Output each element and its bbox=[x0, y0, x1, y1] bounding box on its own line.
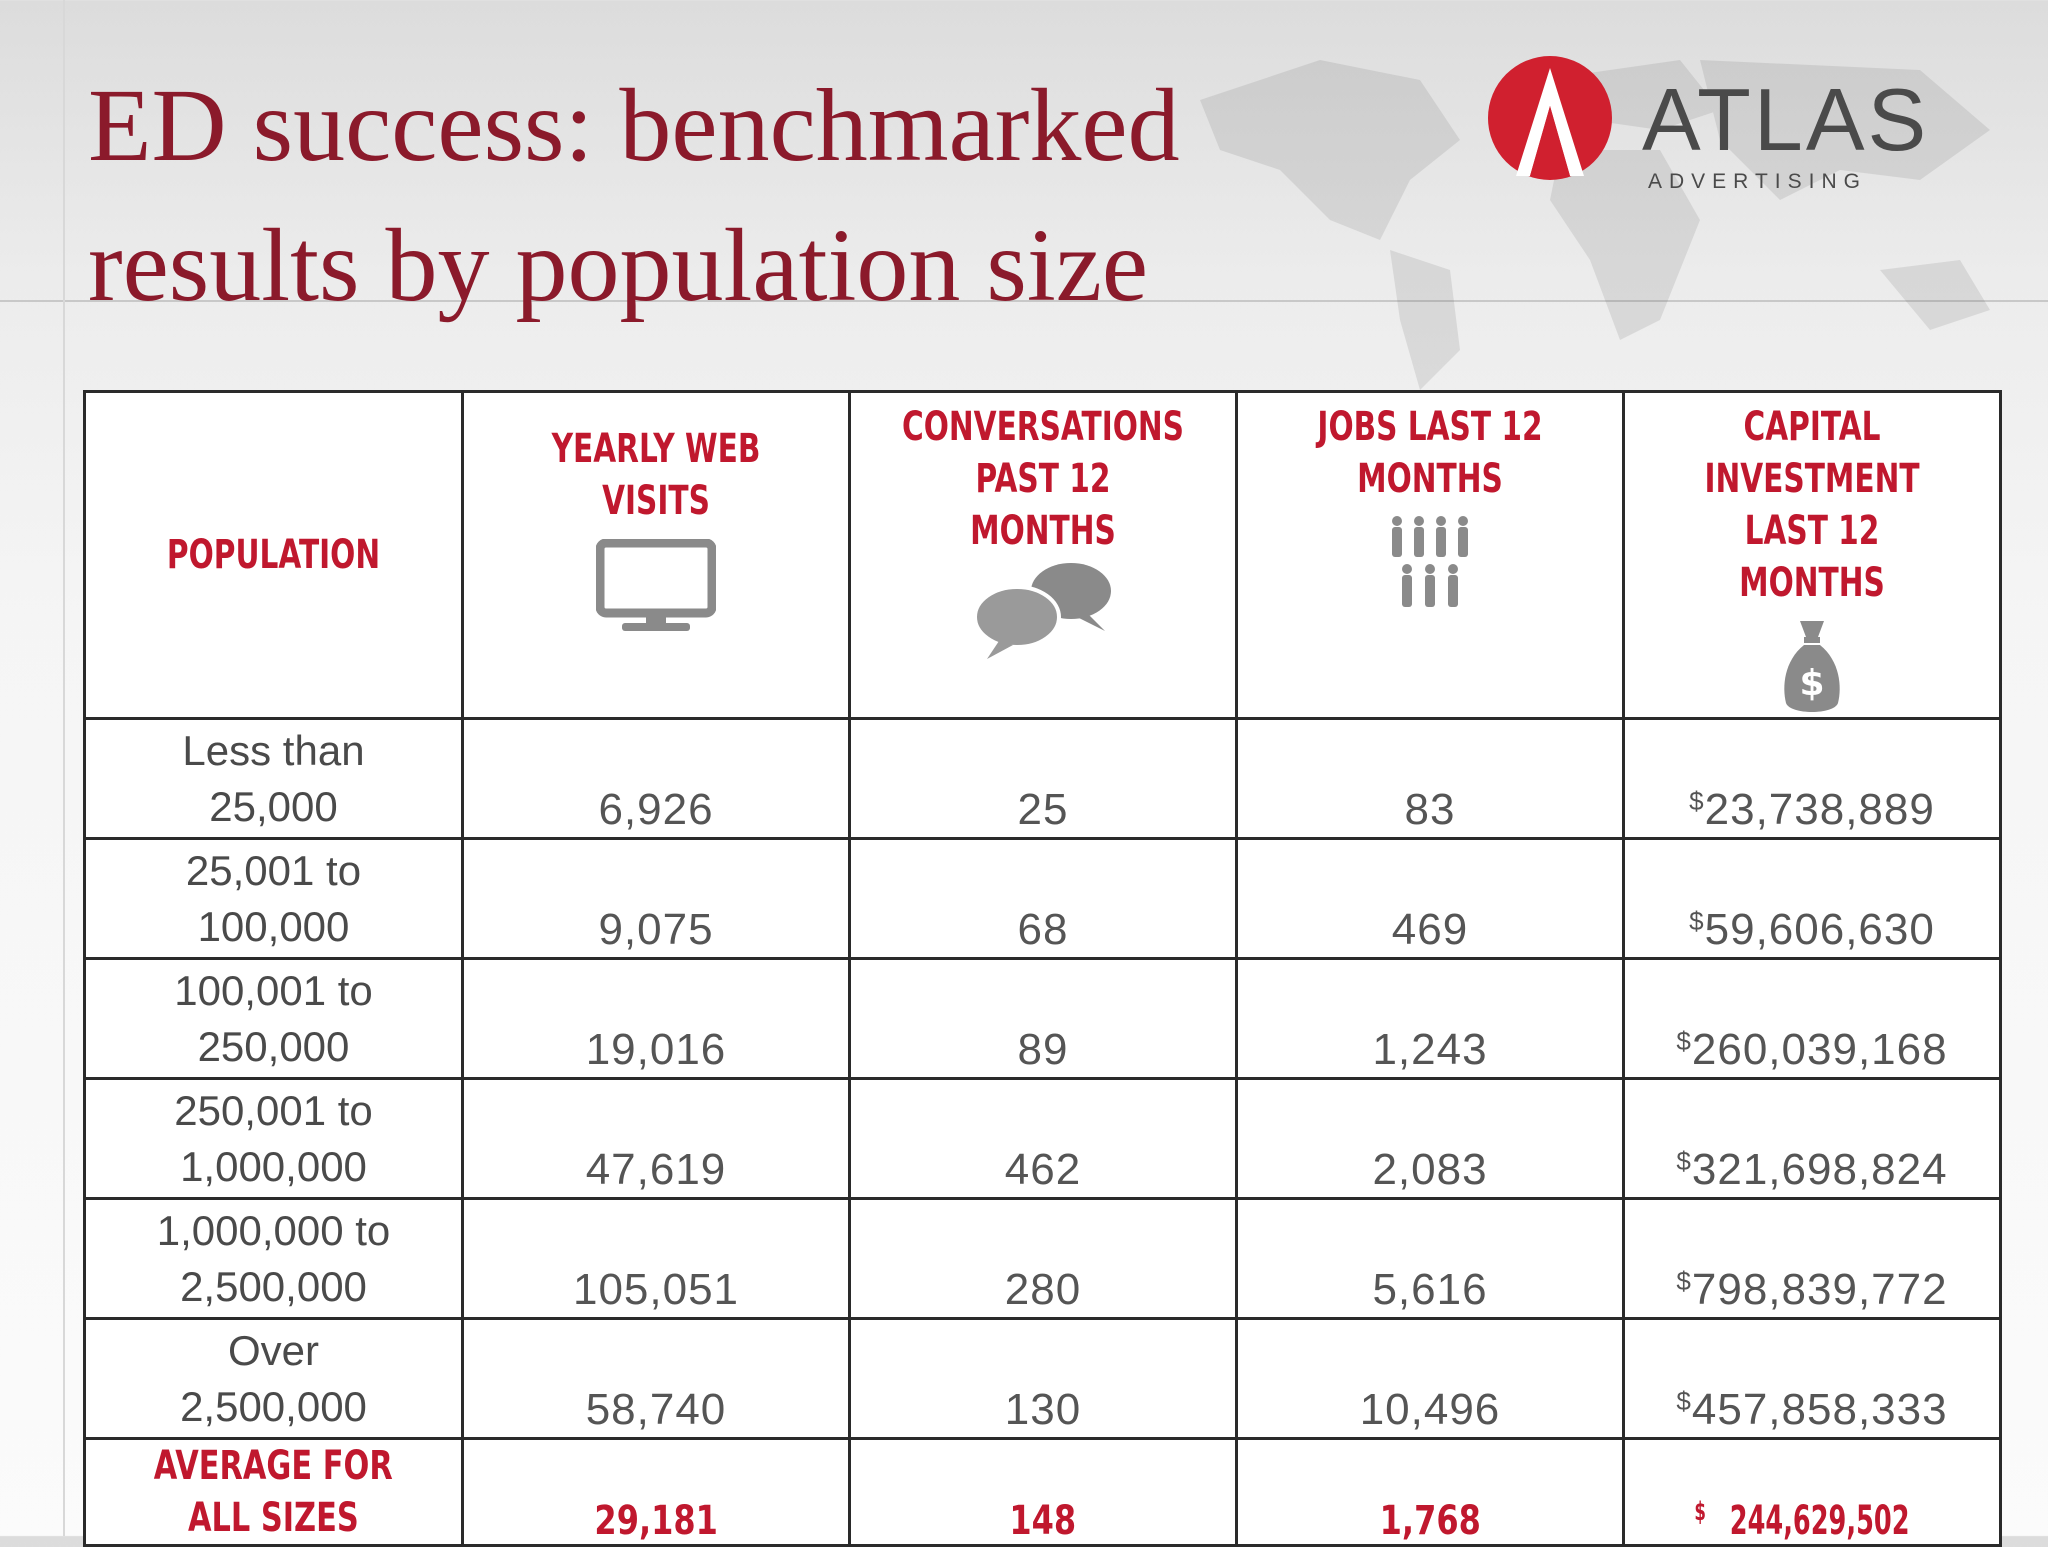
population-cell: 100,001 to 250,000 bbox=[83, 957, 464, 1080]
jobs-cell: 83 bbox=[1235, 717, 1625, 840]
world-map-background bbox=[1200, 60, 1990, 390]
average-label-cell: AVERAGE FOR ALL SIZES bbox=[83, 1437, 464, 1547]
web-visits-cell: 47,619 bbox=[461, 1077, 851, 1200]
benchmark-table: POPULATION YEARLY WEB VISITS CONVERSATIO… bbox=[83, 390, 2002, 1547]
svg-text:$: $ bbox=[1799, 663, 1824, 704]
population-cell: 25,001 to 100,000 bbox=[83, 837, 464, 960]
table-row: 25,001 to 100,000 9,075 68 469 $59,606,63… bbox=[83, 837, 2002, 960]
header-population: POPULATION bbox=[83, 390, 464, 720]
population-cell: Over 2,500,000 bbox=[83, 1317, 464, 1440]
conversations-cell: 68 bbox=[848, 837, 1238, 960]
average-conversations-cell: 148 bbox=[848, 1437, 1238, 1547]
average-web-visits-cell: 29,181 bbox=[461, 1437, 851, 1547]
speech-bubbles-icon bbox=[973, 563, 1111, 659]
atlas-logo-mark-icon bbox=[1488, 56, 1612, 180]
conversations-cell: 280 bbox=[848, 1197, 1238, 1320]
header-web-visits: YEARLY WEB VISITS bbox=[461, 390, 851, 720]
header-conversations: CONVERSATIONS PAST 12 MONTHS bbox=[848, 390, 1238, 720]
population-cell: Less than 25,000 bbox=[83, 717, 464, 840]
logo-subtitle: ADVERTISING bbox=[1648, 170, 1867, 193]
left-margin-line bbox=[63, 0, 65, 1536]
jobs-cell: 1,243 bbox=[1235, 957, 1625, 1080]
capital-cell: $321,698,824 bbox=[1622, 1077, 2002, 1200]
people-icon bbox=[1392, 516, 1468, 607]
table-row: 250,001 to 1,000,000 47,619 462 2,083 $32… bbox=[83, 1077, 2002, 1200]
capital-cell: $457,858,333 bbox=[1622, 1317, 2002, 1440]
conversations-cell: 89 bbox=[848, 957, 1238, 1080]
jobs-cell: 5,616 bbox=[1235, 1197, 1625, 1320]
monitor-icon bbox=[596, 539, 716, 631]
table-row: Less than 25,000 6,926 25 83 $23,738,889 bbox=[83, 717, 2002, 840]
average-row: AVERAGE FOR ALL SIZES 29,181 148 1,768 $… bbox=[83, 1437, 2002, 1547]
web-visits-cell: 58,740 bbox=[461, 1317, 851, 1440]
web-visits-cell: 9,075 bbox=[461, 837, 851, 960]
conversations-cell: 462 bbox=[848, 1077, 1238, 1200]
jobs-cell: 10,496 bbox=[1235, 1317, 1625, 1440]
conversations-cell: 25 bbox=[848, 717, 1238, 840]
header-divider bbox=[0, 300, 2048, 302]
table-row: Over 2,500,000 58,740 130 10,496 $457,858… bbox=[83, 1317, 2002, 1440]
population-cell: 1,000,000 to 2,500,000 bbox=[83, 1197, 464, 1320]
logo-wordmark: ATLAS bbox=[1642, 70, 1930, 169]
average-jobs-cell: 1,768 bbox=[1235, 1437, 1625, 1547]
money-bag-icon: $ bbox=[1784, 621, 1840, 712]
header-jobs: JOBS LAST 12 MONTHS bbox=[1235, 390, 1625, 720]
capital-cell: $260,039,168 bbox=[1622, 957, 2002, 1080]
average-capital-cell: $244,629,502 bbox=[1622, 1437, 2002, 1547]
title-line-2: results by population size bbox=[88, 208, 1149, 323]
capital-cell: $798,839,772 bbox=[1622, 1197, 2002, 1320]
atlas-advertising-logo: ATLAS ADVERTISING bbox=[1486, 54, 1926, 204]
capital-cell: $59,606,630 bbox=[1622, 837, 2002, 960]
jobs-cell: 2,083 bbox=[1235, 1077, 1625, 1200]
conversations-cell: 130 bbox=[848, 1317, 1238, 1440]
web-visits-cell: 105,051 bbox=[461, 1197, 851, 1320]
table-row: 100,001 to 250,000 19,016 89 1,243 $260,0… bbox=[83, 957, 2002, 1080]
header-capital-investment: CAPITAL INVESTMENT LAST 12 MONTHS $ bbox=[1622, 390, 2002, 720]
web-visits-cell: 6,926 bbox=[461, 717, 851, 840]
slide-title: ED success: benchmarked results by popul… bbox=[88, 56, 1408, 336]
population-cell: 250,001 to 1,000,000 bbox=[83, 1077, 464, 1200]
table-row: 1,000,000 to 2,500,000 105,051 280 5,616 … bbox=[83, 1197, 2002, 1320]
table-header-row: POPULATION YEARLY WEB VISITS CONVERSATIO… bbox=[83, 390, 2002, 720]
web-visits-cell: 19,016 bbox=[461, 957, 851, 1080]
jobs-cell: 469 bbox=[1235, 837, 1625, 960]
capital-cell: $23,738,889 bbox=[1622, 717, 2002, 840]
title-line-1: ED success: benchmarked bbox=[88, 68, 1180, 183]
